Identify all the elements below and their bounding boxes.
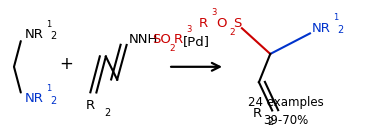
Text: 39-70%: 39-70% — [263, 114, 308, 127]
Text: +: + — [59, 55, 73, 73]
Text: R: R — [174, 33, 183, 46]
Text: 2: 2 — [105, 108, 111, 118]
Text: 1: 1 — [46, 84, 51, 93]
Text: NNH: NNH — [129, 33, 158, 46]
Text: R: R — [86, 99, 95, 112]
Text: 1: 1 — [333, 14, 338, 22]
Text: 3: 3 — [211, 8, 217, 17]
Text: R: R — [198, 17, 208, 30]
Text: S: S — [233, 17, 242, 30]
Text: [Pd]: [Pd] — [183, 35, 210, 48]
Text: O: O — [216, 17, 226, 30]
Text: 2: 2 — [50, 31, 57, 41]
Text: 2: 2 — [50, 96, 57, 106]
Text: R: R — [253, 107, 262, 120]
Text: 2: 2 — [268, 117, 274, 127]
Text: NR: NR — [25, 92, 43, 105]
Text: 2: 2 — [338, 25, 344, 35]
Text: 2: 2 — [229, 28, 235, 37]
Text: SO: SO — [152, 33, 171, 46]
Text: 1: 1 — [46, 20, 51, 29]
Text: 3: 3 — [186, 25, 192, 34]
Text: NR: NR — [25, 28, 43, 41]
Text: 2: 2 — [170, 44, 175, 53]
Text: NR: NR — [312, 22, 331, 35]
Text: 24 examples: 24 examples — [248, 96, 323, 109]
